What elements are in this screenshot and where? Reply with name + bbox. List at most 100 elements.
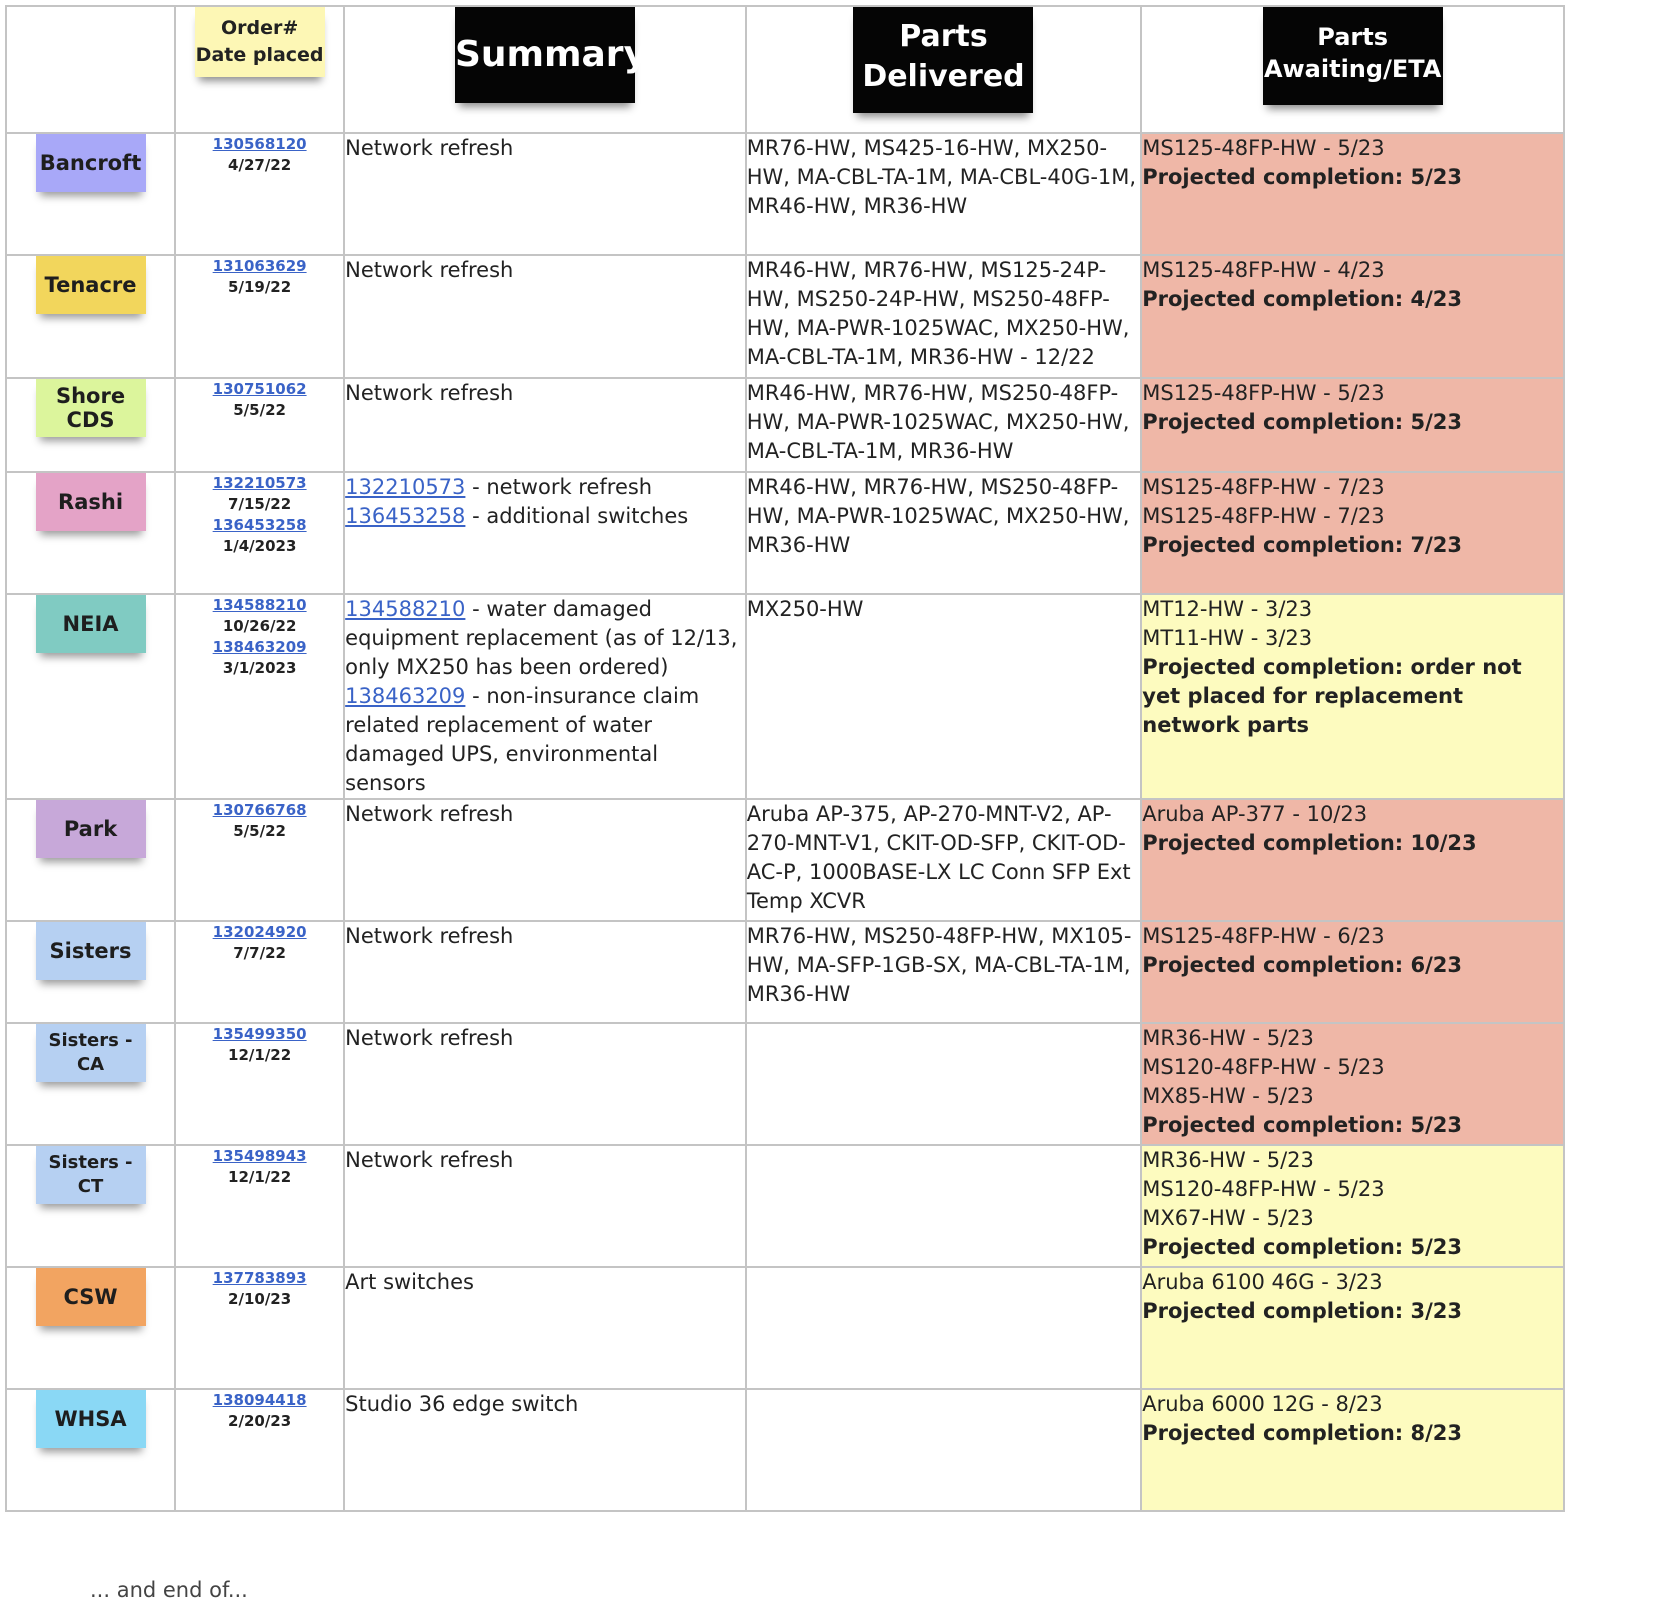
summary-order-link[interactable]: 134588210 (345, 597, 466, 621)
summary-text: Network refresh (345, 1026, 514, 1050)
awaiting-cell: MT12-HW - 3/23 MT11-HW - 3/23 Projected co… (1140, 593, 1565, 800)
order-cell: 130751062 5/5/22 (174, 377, 346, 473)
summary-text: Art switches (345, 1270, 474, 1294)
awaiting-part: MT12-HW - 3/23 (1142, 597, 1313, 621)
order-header-line-1: Order# (220, 17, 299, 39)
order-number-link[interactable]: 138463209 (212, 638, 307, 656)
summary-cell: 132210573 - network refresh 136453258 - a… (343, 471, 747, 595)
table-row: Tenacre 131063629 5/19/22 Network refresh MR… (4, 254, 1565, 379)
order-number-link[interactable]: 132024920 (212, 923, 307, 941)
order-date: 3/1/2023 (222, 659, 297, 677)
delivered-cell: MR76-HW, MS425-16-HW, MX250-HW, MA-CBL-T… (744, 132, 1143, 256)
awaiting-header-line-1: Parts (1317, 23, 1388, 51)
order-header-cell: Order# Date placed (174, 5, 346, 134)
projected-completion: Projected completion: 8/23 (1142, 1421, 1462, 1445)
awaiting-cell: Aruba AP-377 - 10/23 Projected completion… (1140, 798, 1565, 922)
order-date: 2/20/23 (228, 1412, 292, 1430)
summary-order-link[interactable]: 136453258 (345, 504, 466, 528)
table-row: WHSA 138094418 2/20/23 Studio 36 edge switc… (4, 1388, 1565, 1512)
order-cell: 138094418 2/20/23 (174, 1388, 346, 1512)
awaiting-cell: MS125-48FP-HW - 5/23 Projected completion… (1140, 377, 1565, 473)
client-note: Rashi (35, 473, 146, 531)
order-number-link[interactable]: 134588210 (212, 596, 307, 614)
order-number-link[interactable]: 135499350 (212, 1025, 307, 1043)
summary-entry: 134588210 - water damaged equipment repl… (345, 595, 745, 682)
projected-completion: Projected completion: 7/23 (1142, 533, 1462, 557)
summary-text: Network refresh (345, 1148, 514, 1172)
client-cell: Park (4, 798, 177, 922)
order-number-link[interactable]: 130766768 (212, 801, 307, 819)
table-row: Sisters 132024920 7/7/22 Network refresh MR7… (4, 920, 1565, 1024)
awaiting-part: MX85-HW - 5/23 (1142, 1084, 1314, 1108)
summary-entry: Network refresh (345, 256, 745, 285)
delivered-cell (744, 1022, 1143, 1146)
order-number-link[interactable]: 132210573 (212, 474, 307, 492)
order-date: 5/19/22 (228, 278, 292, 296)
awaiting-part: Aruba AP-377 - 10/23 (1142, 802, 1368, 826)
summary-text: Network refresh (345, 924, 514, 948)
summary-text: Network refresh (345, 802, 514, 826)
projected-completion: Projected completion: 10/23 (1142, 831, 1477, 855)
delivered-header-cell: Parts Delivered (744, 5, 1143, 134)
order-number-link[interactable]: 135498943 (212, 1147, 307, 1165)
summary-text: - network refresh (465, 475, 653, 499)
order-number-link[interactable]: 136453258 (212, 516, 307, 534)
order-number-link[interactable]: 130568120 (212, 135, 307, 153)
summary-cell: Network refresh (343, 1022, 747, 1146)
awaiting-part: MX67-HW - 5/23 (1142, 1206, 1314, 1230)
client-note: Sisters (35, 922, 146, 980)
summary-entry: Studio 36 edge switch (345, 1390, 745, 1419)
summary-entry: Network refresh (345, 1146, 745, 1175)
projected-completion: Projected completion: 4/23 (1142, 287, 1462, 311)
summary-cell: Network refresh (343, 377, 747, 473)
projected-completion: Projected completion: 6/23 (1142, 953, 1462, 977)
order-status-table: Order# Date placed Summary Parts Deliver… (4, 5, 1565, 1512)
order-number-link[interactable]: 131063629 (212, 257, 307, 275)
order-header-line-2: Date placed (195, 44, 324, 66)
client-cell: Bancroft (4, 132, 177, 256)
summary-order-link[interactable]: 138463209 (345, 684, 466, 708)
header-row: Order# Date placed Summary Parts Deliver… (4, 5, 1565, 134)
awaiting-part: MT11-HW - 3/23 (1142, 626, 1313, 650)
client-note: Bancroft (35, 134, 146, 192)
order-cell: 132024920 7/7/22 (174, 920, 346, 1024)
order-date: 7/7/22 (233, 944, 286, 962)
order-number-link[interactable]: 138094418 (212, 1391, 307, 1409)
order-cell: 131063629 5/19/22 (174, 254, 346, 379)
awaiting-header-note: Parts Awaiting/ETA (1262, 7, 1443, 105)
summary-text: - non-insurance claim related replacemen… (345, 684, 700, 795)
order-cell: 135499350 12/1/22 (174, 1022, 346, 1146)
order-number-link[interactable]: 130751062 (212, 380, 307, 398)
awaiting-part: MS120-48FP-HW - 5/23 (1142, 1177, 1385, 1201)
order-cell: 130766768 5/5/22 (174, 798, 346, 922)
table-row: Shore CDS 130751062 5/5/22 Network refresh M… (4, 377, 1565, 473)
order-date: 2/10/23 (228, 1290, 292, 1308)
projected-completion: Projected completion: 5/23 (1142, 1235, 1462, 1259)
delivered-cell: MR46-HW, MR76-HW, MS250-48FP-HW, MA-PWR-… (744, 377, 1143, 473)
order-cell: 130568120 4/27/22 (174, 132, 346, 256)
order-date: 5/5/22 (233, 822, 286, 840)
delivered-cell: MR46-HW, MR76-HW, MS250-48FP-HW, MA-PWR-… (744, 471, 1143, 595)
delivered-cell (744, 1144, 1143, 1268)
summary-cell: Network refresh (343, 132, 747, 256)
awaiting-cell: MR36-HW - 5/23 MS120-48FP-HW - 5/23 MX85-H… (1140, 1022, 1565, 1146)
order-date: 4/27/22 (228, 156, 292, 174)
order-number-link[interactable]: 137783893 (212, 1269, 307, 1287)
awaiting-cell: MS125-48FP-HW - 4/23 Projected completion… (1140, 254, 1565, 379)
awaiting-cell: Aruba 6100 46G - 3/23 Projected completio… (1140, 1266, 1565, 1390)
order-date: 10/26/22 (222, 617, 297, 635)
awaiting-part: MS125-48FP-HW - 7/23 (1142, 504, 1385, 528)
table-row: Park 130766768 5/5/22 Network refresh Aruba … (4, 798, 1565, 922)
client-cell: WHSA (4, 1388, 177, 1512)
summary-order-link[interactable]: 132210573 (345, 475, 466, 499)
table-row: Rashi 132210573 7/15/22 136453258 1/4/2023 13… (4, 471, 1565, 595)
summary-cell: Network refresh (343, 920, 747, 1024)
summary-entry: Network refresh (345, 922, 745, 951)
awaiting-part: Aruba 6000 12G - 8/23 (1142, 1392, 1383, 1416)
table-row: NEIA 134588210 10/26/22 138463209 3/1/2023 13… (4, 593, 1565, 800)
client-note: Tenacre (35, 256, 146, 314)
client-note: Sisters - CA (35, 1024, 146, 1082)
awaiting-part: MR36-HW - 5/23 (1142, 1148, 1314, 1172)
summary-entry: Network refresh (345, 800, 745, 829)
projected-completion: Projected completion: order not yet plac… (1142, 655, 1522, 737)
